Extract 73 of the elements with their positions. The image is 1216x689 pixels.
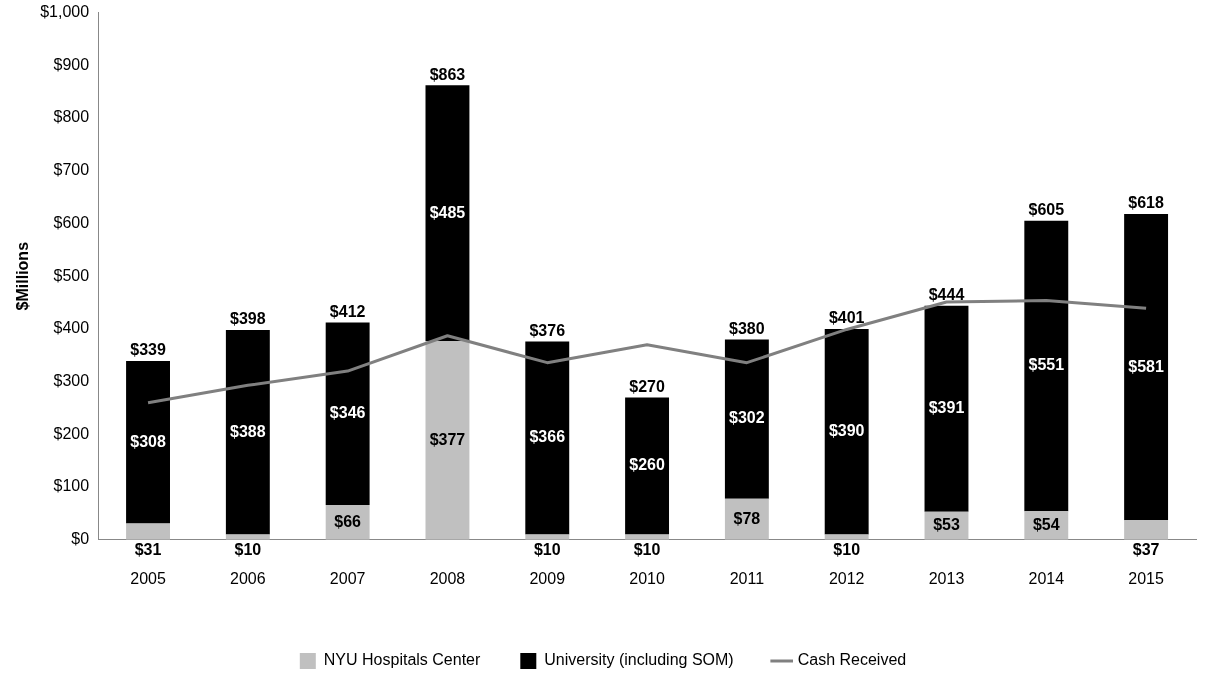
data-label: $10 — [533, 541, 561, 559]
total-label: $270 — [629, 377, 665, 395]
data-label: $377 — [429, 430, 466, 448]
data-label: $551 — [1028, 356, 1065, 374]
x-tick-label: 2014 — [1028, 569, 1065, 587]
bar — [824, 328, 869, 535]
y-tick-label: $100 — [53, 477, 90, 495]
bar — [325, 322, 370, 506]
x-tick-label: 2006 — [230, 569, 266, 587]
y-tick-label: $700 — [53, 161, 90, 179]
legend-label: NYU Hospitals Center — [323, 651, 481, 669]
x-tick-label: 2012 — [828, 569, 865, 587]
data-label: $308 — [130, 432, 166, 450]
y-tick-label: $0 — [71, 530, 90, 548]
legend-label: Cash Received — [797, 651, 907, 669]
data-label: $37 — [1132, 541, 1160, 559]
y-tick-label: $1,000 — [40, 3, 90, 21]
bar — [225, 329, 270, 535]
y-axis-title: $Millions — [14, 241, 32, 311]
x-tick-label: 2005 — [130, 569, 166, 587]
data-label: $260 — [629, 456, 665, 474]
bar — [525, 341, 570, 535]
y-tick-label: $300 — [53, 372, 90, 390]
data-label: $302 — [729, 409, 765, 427]
data-label: $54 — [1032, 515, 1060, 533]
data-label: $346 — [329, 404, 366, 422]
data-label: $10 — [833, 541, 861, 559]
bar — [126, 361, 170, 524]
total-label: $605 — [1028, 201, 1065, 219]
x-tick-label: 2007 — [329, 569, 366, 587]
total-label: $412 — [329, 303, 366, 320]
legend-label: University (including SOM) — [544, 651, 734, 669]
y-tick-label: $400 — [53, 319, 90, 337]
data-label: $78 — [733, 509, 761, 527]
x-tick-label: 2009 — [529, 569, 566, 587]
total-label: $380 — [729, 319, 765, 337]
total-label: $444 — [928, 286, 965, 304]
data-label: $581 — [1128, 357, 1164, 375]
y-tick-label: $900 — [53, 55, 90, 73]
bar — [425, 341, 470, 540]
bar — [924, 305, 969, 512]
y-tick-label: $800 — [53, 108, 90, 126]
bar — [1024, 220, 1069, 512]
x-tick-label: 2008 — [429, 569, 466, 587]
total-label: $863 — [429, 65, 466, 83]
data-label: $31 — [134, 541, 162, 559]
bar — [126, 523, 170, 540]
y-tick-label: $600 — [53, 213, 90, 231]
bar — [625, 397, 670, 535]
x-tick-label: 2013 — [928, 569, 965, 587]
total-label: $376 — [529, 321, 566, 339]
data-label: $390 — [828, 422, 865, 440]
bar — [1124, 520, 1169, 540]
total-label: $618 — [1128, 194, 1164, 212]
data-label: $10 — [234, 541, 262, 559]
data-label: $53 — [933, 516, 960, 534]
bar — [425, 85, 470, 342]
total-label: $401 — [828, 309, 865, 327]
data-label: $391 — [928, 399, 965, 417]
data-label: $485 — [429, 203, 466, 221]
data-label: $66 — [334, 512, 362, 530]
total-label: $339 — [130, 341, 166, 359]
y-tick-label: $200 — [53, 424, 90, 442]
data-label: $10 — [633, 541, 661, 559]
bar — [1124, 213, 1169, 521]
x-tick-label: 2010 — [629, 569, 665, 587]
total-label: $398 — [230, 310, 266, 328]
x-tick-label: 2011 — [729, 569, 765, 587]
y-tick-label: $500 — [53, 266, 90, 284]
x-tick-label: 2015 — [1128, 569, 1164, 587]
data-label: $388 — [230, 422, 266, 440]
data-label: $366 — [529, 428, 566, 446]
bar — [724, 339, 769, 499]
